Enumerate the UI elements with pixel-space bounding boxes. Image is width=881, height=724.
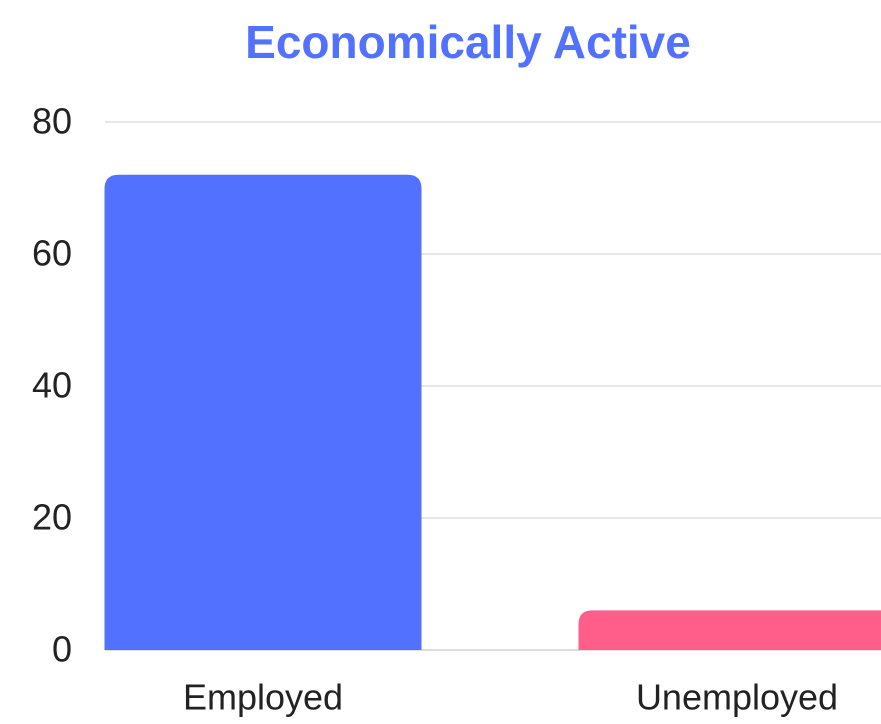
x-tick-label: Unemployed xyxy=(636,677,838,718)
bar xyxy=(104,174,422,651)
y-tick-label: 80 xyxy=(32,101,72,142)
y-tick-label: 60 xyxy=(32,233,72,274)
chart-title: Economically Active xyxy=(245,16,691,68)
y-tick-label: 0 xyxy=(52,629,72,670)
x-tick-label: Employed xyxy=(183,677,343,718)
y-tick-label: 40 xyxy=(32,365,72,406)
y-tick-label: 20 xyxy=(32,497,72,538)
bar xyxy=(578,610,881,650)
